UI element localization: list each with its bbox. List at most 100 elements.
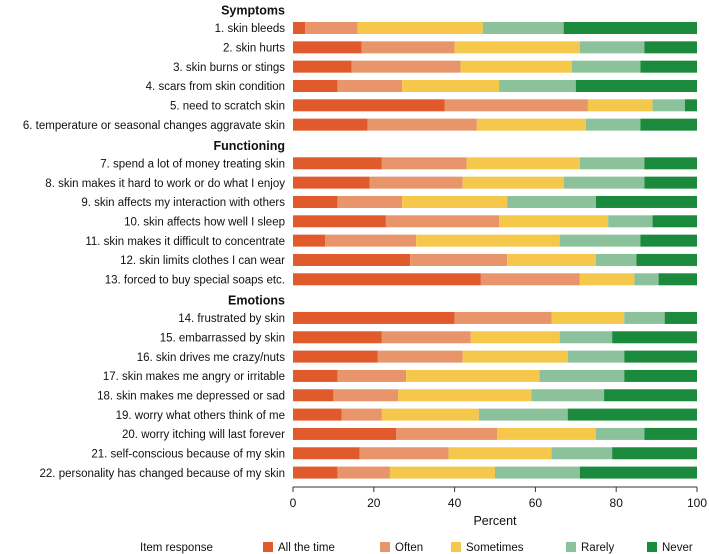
x-axis-title: Percent xyxy=(473,514,517,528)
bar-segment-sometimes xyxy=(476,118,586,131)
bar-segment-all-the-time xyxy=(293,350,378,363)
item-label: 6. temperature or seasonal changes aggra… xyxy=(23,120,285,132)
bar-segment-all-the-time xyxy=(293,99,445,112)
item-label: 3. skin burns or stings xyxy=(173,62,285,74)
bar-segment-often xyxy=(480,273,580,286)
bar-segment-all-the-time xyxy=(293,447,360,460)
bar-segment-never xyxy=(579,466,697,479)
bar-segment-sometimes xyxy=(462,350,568,363)
bar-segment-rarely xyxy=(579,41,645,54)
bar-segment-sometimes xyxy=(402,79,500,92)
bar-segment-all-the-time xyxy=(293,79,338,92)
bar-segment-sometimes xyxy=(402,195,508,208)
bar-segment-often xyxy=(454,311,552,324)
bar-segment-rarely xyxy=(579,157,645,170)
bar-segment-rarely xyxy=(507,195,596,208)
legend-label: Never xyxy=(662,542,693,554)
bar-segment-rarely xyxy=(634,273,659,286)
bar-segment-sometimes xyxy=(462,176,564,189)
bar-segment-sometimes xyxy=(454,41,580,54)
bar-segment-rarely xyxy=(608,215,653,228)
bar-segment-all-the-time xyxy=(293,253,411,266)
bar-segment-all-the-time xyxy=(293,408,342,421)
x-tick-label: 100 xyxy=(687,496,707,510)
bar-segment-never xyxy=(596,195,697,208)
bar-segment-never xyxy=(640,118,697,131)
bar-segment-sometimes xyxy=(497,427,596,440)
bar-segment-rarely xyxy=(563,176,645,189)
bar-segment-sometimes xyxy=(416,234,560,247)
legend-label: All the time xyxy=(278,542,335,554)
bar-segment-all-the-time xyxy=(293,331,382,344)
legend-label: Often xyxy=(395,542,423,554)
group-header-emotions: Emotions xyxy=(228,294,285,308)
item-label: 11. skin makes it difficult to concentra… xyxy=(85,236,285,248)
bar-segment-all-the-time xyxy=(293,215,386,228)
bar-segment-never xyxy=(624,350,697,363)
bar-segment-all-the-time xyxy=(293,369,338,382)
bar-segment-often xyxy=(333,389,399,402)
bar-segment-all-the-time xyxy=(293,234,326,247)
bar-segment-never xyxy=(640,60,697,73)
bar-segment-rarely xyxy=(499,79,576,92)
bar-segment-often xyxy=(381,157,467,170)
bar-segment-rarely xyxy=(624,311,665,324)
bar-segment-often xyxy=(396,427,498,440)
x-tick-label: 0 xyxy=(290,496,297,510)
bar-segment-all-the-time xyxy=(293,60,352,73)
item-label: 18. skin makes me depressed or sad xyxy=(97,390,285,402)
bar-segment-never xyxy=(644,41,697,54)
bar-segment-never xyxy=(684,99,697,112)
bar-segment-rarely xyxy=(559,331,613,344)
bar-segment-all-the-time xyxy=(293,157,382,170)
bar-segment-never xyxy=(658,273,697,286)
group-header-symptoms: Symptoms xyxy=(221,4,285,18)
bar-segment-often xyxy=(361,41,455,54)
legend-title: Item response xyxy=(140,542,213,554)
bar-segment-never xyxy=(644,176,697,189)
bar-segment-sometimes xyxy=(587,99,653,112)
bar-segment-rarely xyxy=(539,369,625,382)
item-label: 20. worry itching will last forever xyxy=(122,429,285,441)
bar-segment-often xyxy=(325,234,417,247)
bar-segment-never xyxy=(604,389,697,402)
item-label: 17. skin makes me angry or irritable xyxy=(103,371,285,383)
item-label: 8. skin makes it hard to work or do what… xyxy=(45,178,285,190)
bar-segment-sometimes xyxy=(579,273,635,286)
bar-segment-never xyxy=(612,331,697,344)
item-label: 12. skin limits clothes I can wear xyxy=(120,255,285,267)
bar-segment-often xyxy=(410,253,508,266)
bar-segment-often xyxy=(369,176,463,189)
bar-segment-all-the-time xyxy=(293,466,338,479)
legend-swatch-rarely xyxy=(566,542,576,552)
bar-segment-often xyxy=(377,350,463,363)
bar-segment-sometimes xyxy=(466,157,580,170)
item-label: 22. personality has changed because of m… xyxy=(40,468,285,480)
x-tick-label: 40 xyxy=(448,496,462,510)
bar-segment-rarely xyxy=(585,118,641,131)
group-header-functioning: Functioning xyxy=(213,139,285,153)
bar-segment-rarely xyxy=(571,60,641,73)
bar-segment-often xyxy=(305,22,358,34)
bar-segment-never xyxy=(640,234,697,247)
legend-swatch-often xyxy=(380,542,390,552)
legend-label: Rarely xyxy=(581,542,614,554)
bar-segment-often xyxy=(381,331,471,344)
bar-segment-often xyxy=(367,118,477,131)
bar-segment-never xyxy=(644,427,697,440)
bar-segment-all-the-time xyxy=(293,389,334,402)
bar-segment-rarely xyxy=(531,389,605,402)
bar-segment-often xyxy=(385,215,500,228)
legend-swatch-all-the-time xyxy=(263,542,273,552)
bar-segment-all-the-time xyxy=(293,195,338,208)
bar-segment-all-the-time xyxy=(293,176,370,189)
legend-swatch-sometimes xyxy=(451,542,461,552)
item-label: 21. self-conscious because of my skin xyxy=(91,448,285,460)
bar-segment-often xyxy=(337,369,407,382)
bar-segment-sometimes xyxy=(507,253,596,266)
bar-segment-often xyxy=(337,79,403,92)
bar-segment-sometimes xyxy=(499,215,609,228)
bar-segment-never xyxy=(612,447,697,460)
bar-segment-rarely xyxy=(551,447,613,460)
